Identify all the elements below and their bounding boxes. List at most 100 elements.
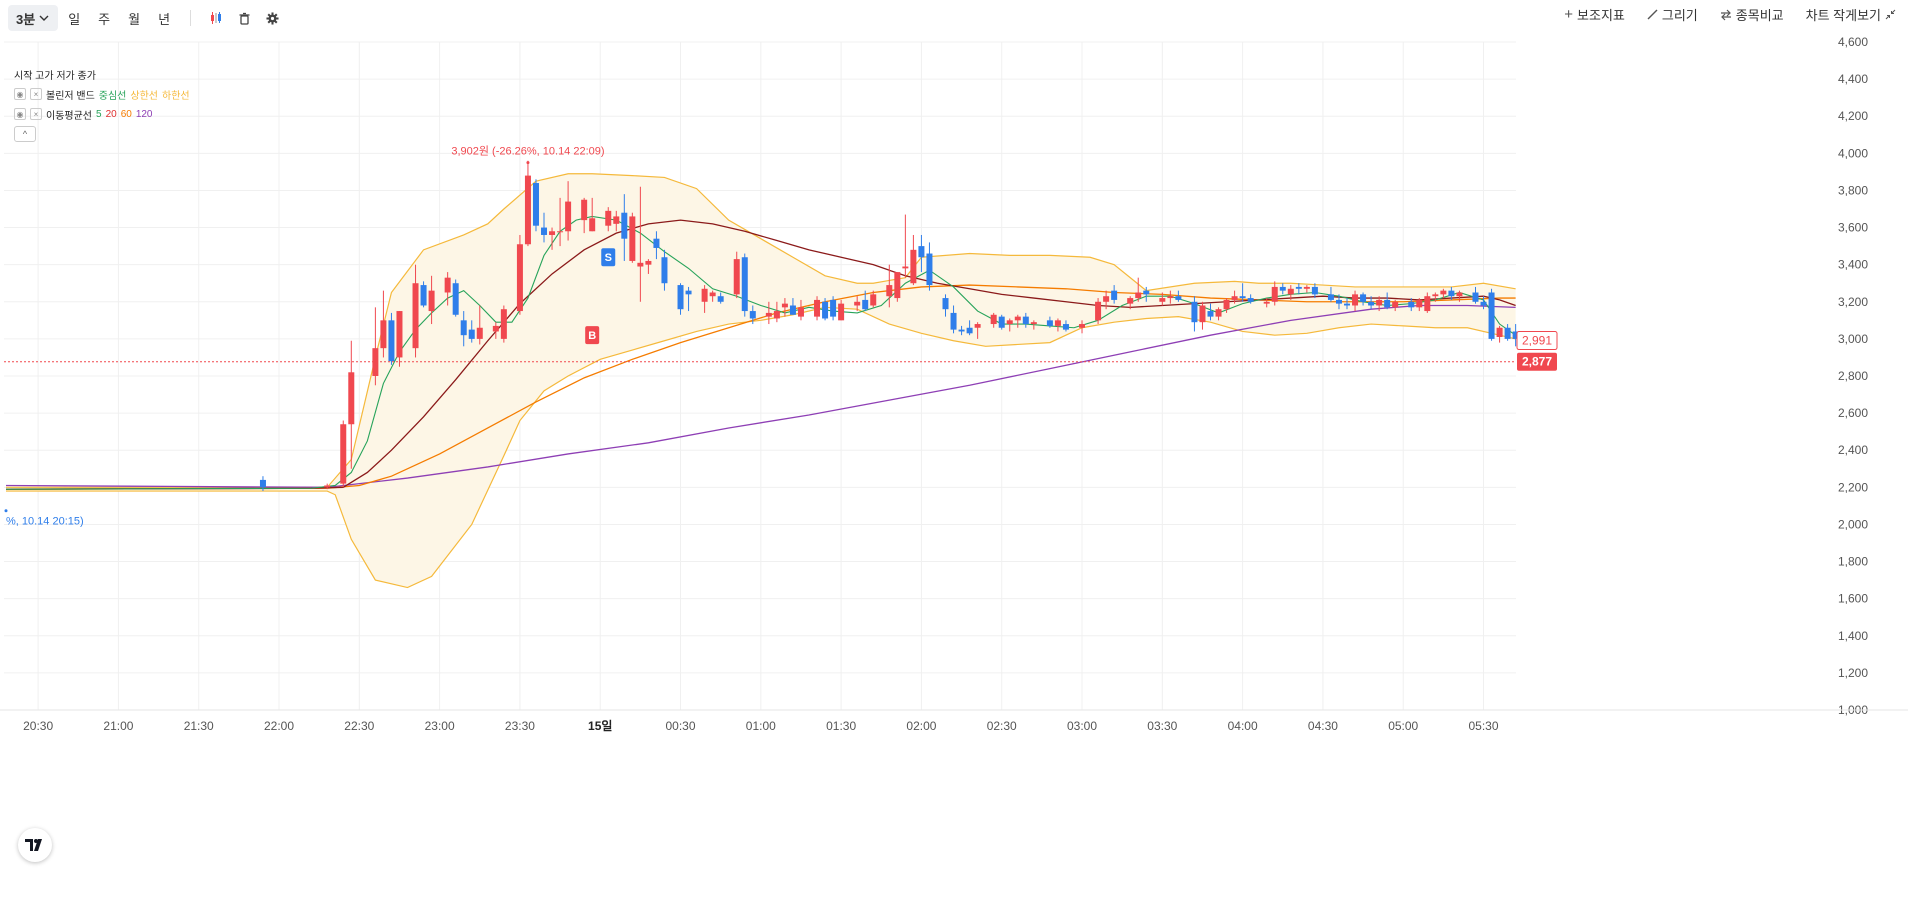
candle — [1440, 288, 1447, 299]
signal-badge — [601, 248, 616, 267]
candle — [1376, 296, 1383, 312]
toolbar-divider — [190, 10, 192, 26]
candle-body — [918, 246, 925, 258]
candle — [765, 301, 772, 325]
x-tick-label: 00:30 — [666, 719, 696, 733]
candle-body — [1368, 301, 1375, 306]
candle-body — [581, 199, 588, 221]
candle — [822, 298, 829, 321]
x-tick-label: 21:00 — [103, 719, 133, 733]
timeframe-3min-dropdown[interactable]: 3분 — [8, 5, 59, 31]
timeframe-month-button[interactable]: 월 — [128, 11, 141, 27]
candle — [1327, 286, 1334, 302]
candle — [1014, 314, 1021, 328]
candle-body — [1111, 290, 1118, 300]
price-chart[interactable]: 3,902원 (-26.26%, 10.14 22:09) %, 10.14 20… — [0, 36, 1908, 904]
close-icon[interactable]: × — [30, 108, 42, 120]
small-view-button[interactable]: 차트 작게보기 — [1806, 5, 1896, 24]
candle — [685, 286, 692, 312]
price-tag-2991: 2,991 — [1516, 331, 1558, 351]
x-tick-label: 04:30 — [1308, 719, 1338, 733]
candle — [1416, 298, 1423, 312]
compare-button[interactable]: 종목비교 — [1720, 5, 1784, 24]
candle-body — [677, 285, 684, 310]
y-tick-label: 4,600 — [1838, 36, 1868, 49]
timeframe-day-button[interactable]: 일 — [68, 11, 81, 27]
y-tick-label: 1,400 — [1838, 629, 1868, 643]
candle-body — [1215, 309, 1222, 317]
candle — [1079, 320, 1086, 334]
legend-collapse-button[interactable]: ^ — [14, 126, 36, 142]
timeframe-week-button[interactable]: 주 — [98, 11, 111, 27]
candle — [910, 234, 917, 286]
eye-icon[interactable]: ◉ — [14, 108, 26, 120]
candle-body — [524, 175, 531, 245]
candle — [1191, 296, 1198, 332]
candle — [958, 325, 965, 336]
candle-body — [1440, 290, 1447, 295]
x-tick-label: 03:00 — [1067, 719, 1097, 733]
delete-drawings-button[interactable] — [231, 5, 257, 31]
candle — [621, 194, 628, 261]
candle-body — [1231, 296, 1238, 300]
candle-type-button[interactable] — [203, 5, 229, 31]
candle-body — [1175, 296, 1182, 300]
candle-body — [1408, 301, 1415, 308]
x-tick-label: 01:00 — [746, 719, 776, 733]
candle — [1239, 283, 1246, 302]
candle — [428, 275, 435, 325]
candle-body — [1327, 294, 1334, 300]
candle-body — [958, 329, 965, 332]
candle-body — [348, 372, 355, 425]
candle-body — [1079, 324, 1086, 328]
candle — [1496, 325, 1503, 343]
signal-label: B — [588, 330, 596, 342]
timeframe-year-button[interactable]: 년 — [158, 11, 171, 27]
candle-body — [1335, 299, 1342, 304]
candle — [468, 320, 475, 343]
candle — [1095, 298, 1102, 325]
close-icon[interactable]: × — [30, 88, 42, 100]
candle-body — [950, 312, 957, 330]
candle-body — [1279, 286, 1286, 291]
candle — [990, 312, 997, 328]
tradingview-logo[interactable] — [18, 828, 52, 862]
indicator-button[interactable]: + 보조지표 — [1564, 5, 1625, 24]
candle-body — [1496, 327, 1503, 338]
eye-icon[interactable]: ◉ — [14, 88, 26, 100]
candle — [1480, 296, 1487, 310]
candle — [613, 210, 620, 232]
candle-body — [1223, 299, 1230, 310]
chevron-down-icon — [39, 15, 49, 21]
candle — [1448, 286, 1455, 300]
candlestick-icon — [211, 12, 222, 24]
x-tick-label: 22:00 — [264, 719, 294, 733]
candle-body — [1263, 301, 1270, 304]
chart-settings-button[interactable] — [259, 5, 285, 31]
candle-body — [1360, 294, 1367, 302]
candle — [645, 259, 652, 274]
candle-body — [998, 316, 1005, 328]
bollinger-band-fill — [6, 173, 1516, 588]
candle — [894, 272, 901, 302]
candle — [974, 322, 981, 339]
draw-button[interactable]: 그리기 — [1647, 5, 1698, 24]
sell-signal: S — [601, 248, 616, 267]
y-tick-label: 2,200 — [1838, 480, 1868, 494]
candle-body — [492, 325, 499, 332]
candle-body — [910, 249, 917, 284]
candle-body — [1207, 311, 1214, 317]
candle — [1046, 316, 1053, 328]
candle — [886, 264, 893, 308]
candle — [733, 251, 740, 299]
trash-icon — [239, 12, 250, 25]
candle-body — [613, 216, 620, 224]
candle-body — [565, 201, 572, 232]
candle-body — [1135, 292, 1142, 299]
candle-body — [886, 285, 893, 297]
candle — [1287, 285, 1294, 300]
candle — [420, 281, 427, 308]
candle-body — [541, 227, 548, 235]
candle — [1488, 288, 1495, 341]
candle — [653, 231, 660, 260]
